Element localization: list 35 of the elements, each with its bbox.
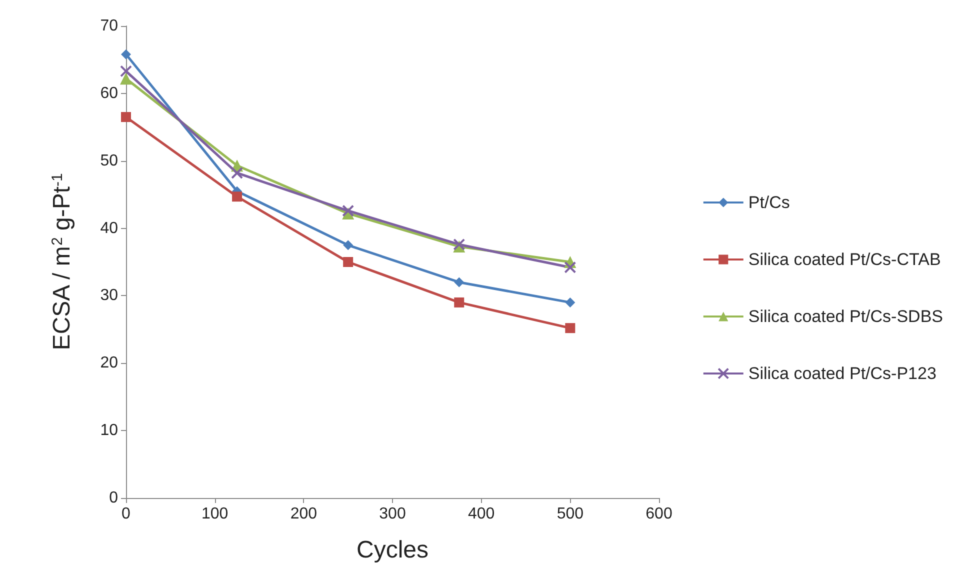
point [121,112,131,122]
x-tick-label: 0 [122,506,131,522]
x-tick-label: 600 [646,506,672,522]
x-tick-label: 500 [556,506,584,522]
point [120,72,132,85]
point [232,192,242,202]
point [343,257,354,267]
x-tick-label: 300 [379,506,406,522]
y-tick-label: 70 [100,18,118,34]
legend-label: Silica coated Pt/Cs-P123 [748,364,936,383]
point [565,323,576,334]
x-tick-label: 400 [468,506,495,522]
point [231,166,244,179]
point [121,49,131,60]
x-axis-title: Cycles [356,536,429,564]
y-tick-label: 60 [100,84,118,102]
legend-label: Silica coated Pt/Cs-SDBS [748,307,944,326]
y-tick-label: 10 [100,422,118,440]
legend-label: Pt/Cs [748,193,790,212]
point [565,297,576,308]
point [454,297,464,308]
y-tick-label: 0 [109,490,118,506]
x-tick-label: 200 [290,506,318,522]
x-tick-label: 100 [201,506,228,522]
legend-label: Silica coated Pt/Cs-CTAB [748,250,941,269]
y-tick-label: 50 [100,152,118,170]
point [343,240,354,250]
y-tick-label: 20 [100,354,118,372]
point [120,65,132,78]
y-axis-title: ECSA / m2 g-Pt-1 [48,173,76,350]
y-tick-label: 30 [100,287,118,304]
y-tick-label: 40 [100,220,118,237]
point [564,261,576,274]
point [454,277,464,288]
point [342,204,354,217]
